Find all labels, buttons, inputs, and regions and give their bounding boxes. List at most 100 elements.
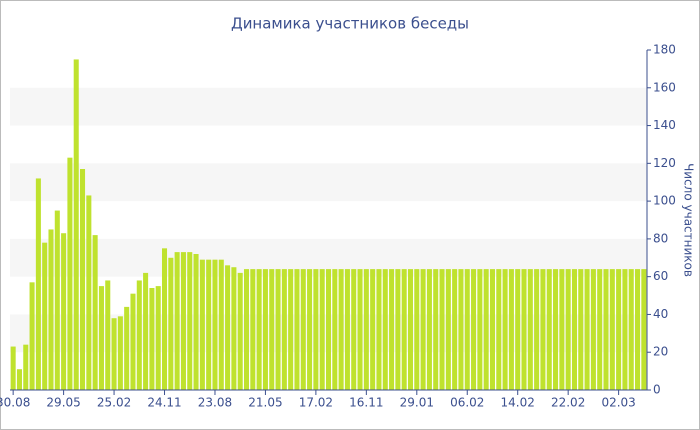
x-tick-label: 21.05: [248, 396, 282, 410]
bar: [351, 269, 357, 390]
bar: [540, 269, 546, 390]
bar: [584, 269, 590, 390]
grid-band: [10, 163, 647, 202]
bar: [332, 269, 338, 390]
y-tick-label: 160: [653, 80, 676, 94]
bar: [590, 269, 596, 390]
x-tick-label: 25.02: [97, 396, 131, 410]
bar: [80, 169, 86, 390]
bar: [168, 257, 174, 390]
bar: [48, 229, 54, 390]
bar: [477, 269, 483, 390]
bar: [307, 269, 313, 390]
bar: [370, 269, 376, 390]
x-tick-label: 30.08: [0, 396, 30, 410]
bar: [281, 269, 287, 390]
bar: [231, 267, 237, 390]
bar: [130, 293, 136, 390]
x-tick-label: 16.11: [349, 396, 383, 410]
bar: [502, 269, 508, 390]
y-tick-label: 40: [653, 307, 668, 321]
y-tick-label: 100: [653, 194, 676, 208]
bar: [571, 269, 577, 390]
bar: [527, 269, 533, 390]
bar: [313, 269, 319, 390]
bar: [641, 269, 647, 390]
y-tick-label: 80: [653, 231, 668, 245]
bar: [256, 269, 262, 390]
bar: [344, 269, 350, 390]
x-tick-label: 14.02: [501, 396, 535, 410]
bar: [199, 259, 205, 390]
bar: [206, 259, 212, 390]
x-tick-label: 29.01: [400, 396, 434, 410]
bar: [521, 269, 527, 390]
bar: [363, 269, 369, 390]
bar: [187, 252, 193, 390]
x-tick-label: 02.03: [601, 396, 635, 410]
x-tick-label: 29.05: [46, 396, 80, 410]
bar: [628, 269, 634, 390]
bar: [483, 269, 489, 390]
bar: [143, 272, 149, 390]
bar: [111, 318, 117, 390]
bar: [508, 269, 514, 390]
bar: [515, 269, 521, 390]
bar: [212, 259, 218, 390]
bar: [136, 280, 142, 390]
bar: [61, 233, 67, 390]
bar: [603, 269, 609, 390]
bar: [420, 269, 426, 390]
bar: [319, 269, 325, 390]
bar: [401, 269, 407, 390]
bar: [174, 252, 180, 390]
bar: [16, 369, 22, 390]
y-tick-label: 120: [653, 156, 676, 170]
bar: [149, 288, 155, 390]
bar: [23, 344, 29, 390]
y-axis-label: Число участников: [682, 163, 696, 277]
x-tick-label: 22.02: [551, 396, 585, 410]
bar: [10, 346, 16, 390]
bar: [407, 269, 414, 390]
bar: [376, 269, 382, 390]
bar: [597, 269, 603, 390]
bar: [250, 269, 256, 390]
bar: [546, 269, 552, 390]
bar: [243, 269, 250, 390]
bar: [237, 272, 243, 390]
bar: [161, 248, 168, 390]
bar: [300, 269, 306, 390]
bar: [35, 178, 41, 390]
bar: [262, 269, 268, 390]
y-tick-label: 180: [653, 43, 676, 57]
bar: [534, 269, 540, 390]
bar: [124, 306, 130, 390]
bar: [218, 259, 224, 390]
bar: [275, 269, 281, 390]
y-tick-label: 0: [653, 383, 661, 397]
bar: [445, 269, 451, 390]
bar: [73, 59, 79, 390]
bar: [622, 269, 628, 390]
bar: [496, 269, 502, 390]
bar: [609, 269, 615, 390]
bar: [269, 269, 275, 390]
bar: [98, 286, 104, 390]
bar: [325, 269, 332, 390]
bar: [616, 269, 622, 390]
bar: [54, 210, 60, 390]
bar: [357, 269, 363, 390]
bar: [559, 269, 565, 390]
x-tick-label: 24.11: [147, 396, 181, 410]
bar: [117, 316, 123, 390]
bar: [382, 269, 388, 390]
x-tick-label: 17.02: [299, 396, 333, 410]
bar: [389, 269, 395, 390]
bar: [414, 269, 420, 390]
bar: [578, 269, 584, 390]
bar: [67, 157, 73, 390]
bar: [458, 269, 464, 390]
bar: [553, 269, 559, 390]
